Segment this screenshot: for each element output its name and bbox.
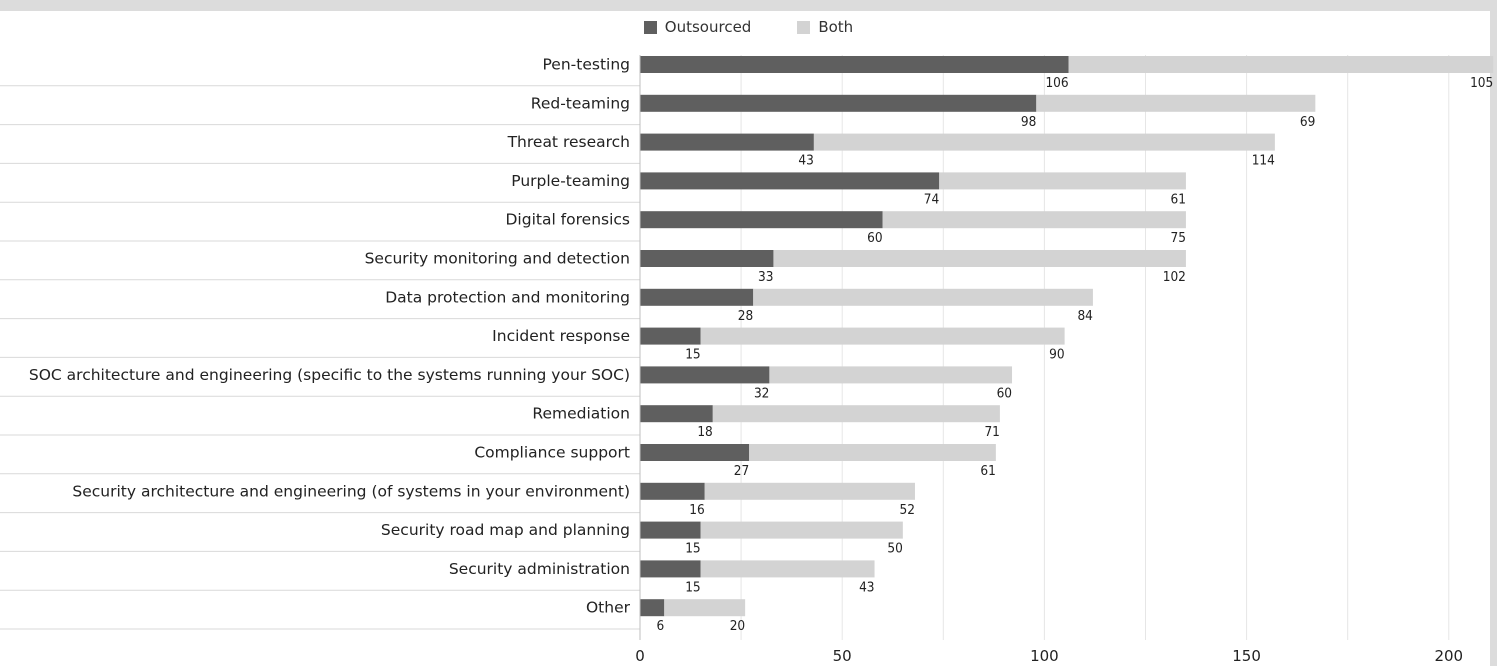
x-tick-label: 100	[1030, 647, 1059, 665]
bar-outsourced	[640, 211, 883, 229]
value-label-both: 102	[1163, 269, 1186, 285]
category-label: Security road map and planning	[381, 521, 630, 539]
bar-both	[1036, 94, 1316, 112]
category-label: Security architecture and engineering (o…	[72, 482, 630, 500]
value-label-outsourced: 43	[798, 153, 813, 169]
value-label-outsourced: 15	[685, 347, 700, 363]
bar-outsourced	[640, 288, 754, 306]
category-label: Other	[586, 599, 631, 617]
bar-both	[769, 366, 1013, 384]
bar-both	[773, 250, 1186, 267]
value-label-outsourced: 106	[1045, 75, 1068, 91]
category-label: Security administration	[449, 560, 630, 578]
value-label-both: 114	[1252, 153, 1275, 169]
category-label: Pen-testing	[543, 56, 630, 74]
bar-outsourced	[640, 405, 713, 423]
value-label-outsourced: 28	[738, 308, 753, 324]
bar-both	[813, 133, 1275, 151]
bar-outsourced	[640, 599, 665, 617]
value-label-outsourced: 6	[657, 618, 665, 634]
value-label-both: 105	[1470, 75, 1493, 91]
bar-both	[700, 521, 903, 539]
category-label: Digital forensics	[505, 211, 630, 229]
category-label: Security monitoring and detection	[365, 250, 630, 268]
value-label-outsourced: 15	[685, 579, 700, 595]
bar-both	[700, 327, 1065, 345]
category-label: Red-teaming	[531, 94, 630, 112]
category-label: Threat research	[507, 133, 630, 151]
value-label-outsourced: 74	[924, 191, 940, 207]
bar-both	[704, 482, 915, 500]
bar-both	[749, 444, 996, 461]
value-label-both: 61	[1170, 191, 1185, 207]
value-label-outsourced: 16	[689, 502, 704, 518]
bar-outsourced	[640, 56, 1069, 73]
value-label-both: 84	[1077, 308, 1093, 324]
value-label-both: 61	[980, 463, 995, 479]
value-label-both: 69	[1300, 114, 1315, 130]
bar-both	[939, 172, 1186, 190]
bar-outsourced	[640, 250, 774, 267]
value-label-both: 71	[984, 424, 999, 440]
legend-label-outsourced: Outsourced	[664, 18, 752, 36]
bar-outsourced	[640, 327, 701, 345]
value-label-outsourced: 98	[1021, 114, 1036, 130]
bar-both	[664, 599, 746, 617]
value-label-outsourced: 27	[734, 463, 749, 479]
value-label-both: 50	[887, 541, 902, 557]
legend-item-outsourced: Outsourced	[643, 18, 752, 36]
legend-swatch-both	[797, 20, 811, 34]
value-label-outsourced: 60	[867, 230, 882, 246]
value-label-outsourced: 15	[685, 541, 700, 557]
category-label: Purple-teaming	[511, 172, 630, 190]
bar-outsourced	[640, 521, 701, 539]
value-label-outsourced: 33	[758, 269, 773, 285]
legend-label-both: Both	[818, 18, 854, 36]
x-tick-label: 150	[1232, 647, 1261, 665]
value-label-both: 43	[859, 579, 874, 595]
value-label-both: 60	[997, 385, 1012, 401]
bar-outsourced	[640, 560, 701, 578]
category-label: Data protection and monitoring	[385, 288, 630, 306]
x-tick-label: 0	[635, 647, 645, 665]
bar-outsourced	[640, 94, 1037, 112]
bar-outsourced	[640, 366, 770, 384]
x-tick-label: 50	[833, 647, 852, 665]
value-label-both: 52	[900, 502, 915, 518]
bar-both	[700, 560, 875, 578]
value-label-both: 75	[1170, 230, 1185, 246]
category-label: Compliance support	[474, 444, 630, 462]
bar-both	[882, 211, 1186, 229]
category-label: Incident response	[492, 327, 630, 345]
bar-outsourced	[640, 133, 814, 151]
legend-swatch-outsourced	[643, 20, 657, 34]
legend-item-both: Both	[797, 18, 853, 36]
bar-both	[753, 288, 1093, 306]
bar-outsourced	[640, 172, 940, 190]
bar-outsourced	[640, 482, 705, 500]
value-label-outsourced: 32	[754, 385, 769, 401]
value-label-outsourced: 18	[697, 424, 712, 440]
category-label: Remediation	[532, 405, 630, 423]
bar-both	[712, 405, 1000, 423]
bar-both	[1068, 56, 1494, 73]
bar-outsourced	[640, 444, 750, 461]
category-label: SOC architecture and engineering (specif…	[29, 366, 630, 384]
legend: Outsourced Both	[0, 18, 1497, 36]
value-label-both: 90	[1049, 347, 1064, 363]
x-tick-label: 200	[1434, 647, 1463, 665]
value-label-both: 20	[730, 618, 745, 634]
